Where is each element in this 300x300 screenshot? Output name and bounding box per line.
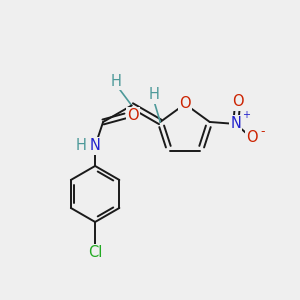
Text: N: N [230, 116, 241, 131]
Text: N: N [90, 139, 101, 154]
Text: O: O [179, 97, 191, 112]
Text: O: O [232, 94, 244, 110]
Text: -: - [261, 125, 265, 138]
Text: +: + [242, 110, 250, 120]
Text: Cl: Cl [88, 245, 102, 260]
Text: H: H [110, 74, 121, 89]
Text: H: H [149, 88, 160, 103]
Text: O: O [127, 109, 139, 124]
Text: O: O [246, 130, 257, 146]
Text: H: H [76, 139, 87, 154]
